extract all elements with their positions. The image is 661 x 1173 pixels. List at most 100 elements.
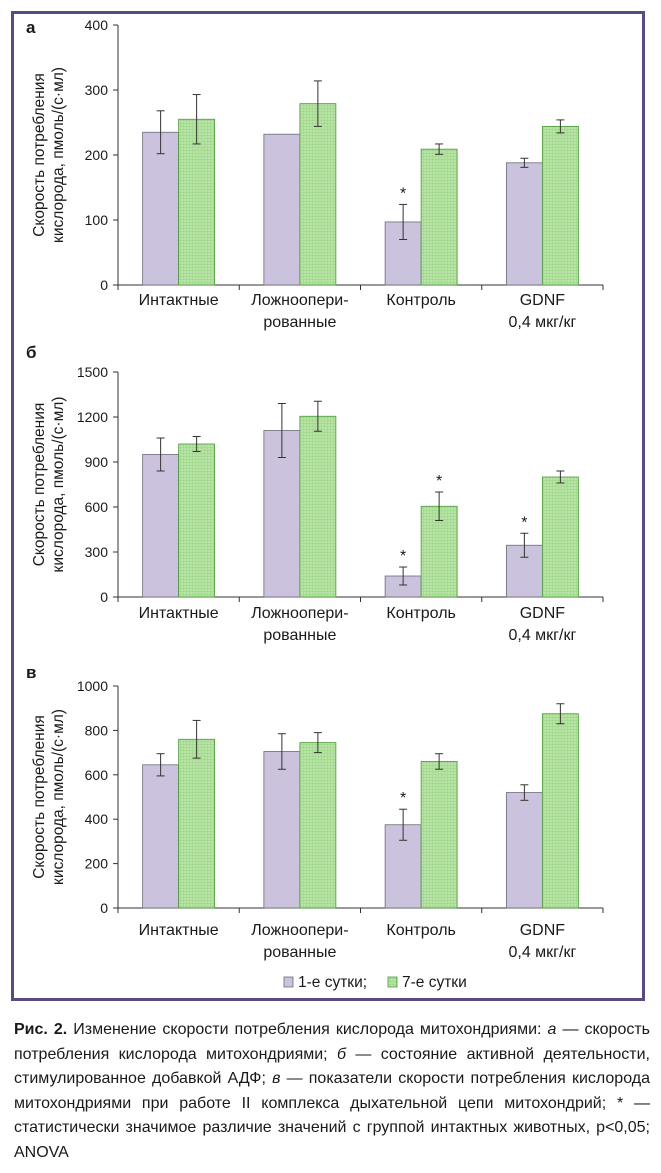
y-tick-label: 400 bbox=[85, 17, 109, 33]
bar-series-1 bbox=[263, 430, 301, 598]
y-tick-label: 200 bbox=[85, 147, 109, 163]
category-label-line: Интактные bbox=[139, 922, 219, 939]
category-label: Контроль bbox=[386, 922, 456, 939]
category-label: Ложноопери-рованные bbox=[251, 922, 348, 961]
y-tick-label: 1000 bbox=[77, 678, 108, 694]
bar-series-1 bbox=[142, 131, 180, 286]
y-axis-label: Скорость потребления кислорода, пмоль/(с·… bbox=[31, 67, 67, 243]
bar-series-1 bbox=[263, 133, 301, 286]
category-label-line: 0,4 мкг/кг bbox=[508, 314, 576, 331]
y-axis-label: Скорость потребления кислорода, пмоль/(с·… bbox=[31, 397, 67, 573]
y-tick-label: 600 bbox=[85, 767, 109, 783]
category-label-line: Интактные bbox=[139, 292, 219, 309]
caption-part-5: в bbox=[272, 1070, 281, 1087]
legend: 1-е сутки; 7-е сутки bbox=[283, 974, 467, 991]
caption-part-0: Изменение скорости потребления кислорода… bbox=[67, 1021, 548, 1038]
legend-swatch-1 bbox=[283, 976, 294, 988]
figure-caption: Рис. 2. Изменение скорости потребления к… bbox=[14, 1018, 650, 1165]
category-label-line: GDNF bbox=[520, 292, 566, 309]
y-tick-label: 0 bbox=[100, 900, 108, 916]
y-tick-label: 0 bbox=[100, 277, 108, 293]
category-label: Контроль bbox=[386, 605, 456, 622]
category-label-line: Контроль bbox=[386, 605, 456, 622]
bar-series-2 bbox=[299, 742, 337, 909]
y-tick-label: 1500 bbox=[77, 364, 108, 380]
significance-star: * bbox=[521, 514, 527, 531]
y-tick-label: 600 bbox=[85, 499, 109, 515]
caption-label: Рис. 2. bbox=[14, 1021, 68, 1038]
significance-star: * bbox=[400, 185, 406, 202]
caption-part-1: а bbox=[547, 1021, 557, 1038]
category-label: Контроль bbox=[386, 292, 456, 309]
category-label-line: Контроль bbox=[386, 292, 456, 309]
y-tick-label: 1200 bbox=[77, 409, 108, 425]
chart-panel-а: а Скорость потребления кислорода, пмоль/(с… bbox=[26, 17, 604, 331]
y-axis-label-line: Скорость потребления bbox=[31, 73, 48, 237]
y-tick-label: 300 bbox=[85, 82, 109, 98]
panel-label: в bbox=[26, 663, 36, 682]
bar-series-2 bbox=[541, 476, 579, 598]
significance-star: * bbox=[400, 790, 406, 807]
category-label: GDNF 0,4 мкг/кг bbox=[508, 292, 576, 331]
category-label: Ложноопери-рованные bbox=[251, 605, 348, 644]
bar-series-1 bbox=[505, 162, 543, 286]
y-tick-label: 900 bbox=[85, 454, 109, 470]
legend-swatch-2 bbox=[387, 976, 398, 988]
bar-series-2 bbox=[178, 738, 216, 909]
significance-star: * bbox=[400, 548, 406, 565]
bar-series-2 bbox=[420, 148, 458, 286]
y-tick-label: 800 bbox=[85, 722, 109, 738]
category-label: Ложноопери-рованные bbox=[251, 292, 348, 331]
chart-panel-б: б Скорость потребления кислорода, пмоль/(с… bbox=[26, 343, 604, 644]
caption-part-6: — показате­ли скорости потребления кисло… bbox=[14, 1070, 650, 1161]
category-label-line: GDNF bbox=[520, 605, 566, 622]
category-label-line: Ложноопери- bbox=[251, 292, 348, 309]
y-axis-label: Скорость потребления кислорода, пмоль/(с·… bbox=[31, 709, 67, 885]
category-label: Интактные bbox=[139, 292, 219, 309]
category-label-line: GDNF bbox=[520, 922, 566, 939]
panel-label: а bbox=[26, 18, 36, 37]
bar-series-2 bbox=[420, 505, 458, 598]
category-label-line: рованные bbox=[263, 944, 336, 961]
y-axis-label-line: Скорость потребления bbox=[31, 403, 48, 567]
y-tick-label: 300 bbox=[85, 544, 109, 560]
y-axis-label-line: кислорода, пмоль/(с·мл) bbox=[50, 67, 67, 243]
category-label-line: Контроль bbox=[386, 922, 456, 939]
category-label: GDNF 0,4 мкг/кг bbox=[508, 922, 576, 961]
category-label: Интактные bbox=[139, 922, 219, 939]
y-tick-label: 0 bbox=[100, 589, 108, 605]
y-tick-label: 400 bbox=[85, 811, 109, 827]
caption-part-2: — скорость потребления кислорода митохон… bbox=[14, 1021, 651, 1063]
category-label-line: Интактные bbox=[139, 605, 219, 622]
category-label-line: Ложноопери- bbox=[251, 922, 348, 939]
caption-body: Изменение скорости потребления кислорода… bbox=[14, 1021, 650, 1161]
y-axis-label-line: Скорость потребления bbox=[31, 715, 48, 879]
legend-text-1: 1-е сутки; bbox=[298, 974, 367, 991]
bar-series-2 bbox=[420, 761, 458, 909]
category-label: Интактные bbox=[139, 605, 219, 622]
category-label-line: рованные bbox=[263, 314, 336, 331]
category-label-line: 0,4 мкг/кг bbox=[508, 627, 576, 644]
bar-series-1 bbox=[142, 454, 180, 598]
y-tick-label: 200 bbox=[85, 856, 109, 872]
bar-series-1 bbox=[263, 751, 301, 909]
y-axis-label-line: кислорода, пмоль/(с·мл) bbox=[50, 709, 67, 885]
bar-series-2 bbox=[178, 118, 216, 286]
category-label-line: 0,4 мкг/кг bbox=[508, 944, 576, 961]
y-axis-label-line: кислорода, пмоль/(с·мл) bbox=[50, 397, 67, 573]
bar-series-1 bbox=[505, 792, 543, 909]
bar-series-2 bbox=[299, 103, 337, 286]
bar-series-2 bbox=[541, 126, 579, 286]
significance-star: * bbox=[436, 473, 442, 490]
y-tick-label: 100 bbox=[85, 212, 109, 228]
legend-text-2: 7-е сутки bbox=[402, 974, 467, 991]
panel-label: б bbox=[26, 343, 37, 362]
caption-part-3: б bbox=[337, 1045, 346, 1063]
bar-series-2 bbox=[178, 443, 216, 598]
bar-series-1 bbox=[142, 764, 180, 909]
caption-part-4: — состояние активной деятельности, стиму… bbox=[14, 1045, 650, 1088]
chart-panel-в: в Скорость потребления кислорода, пмоль/(с… bbox=[26, 663, 604, 961]
category-label-line: Ложноопери- bbox=[251, 605, 348, 622]
